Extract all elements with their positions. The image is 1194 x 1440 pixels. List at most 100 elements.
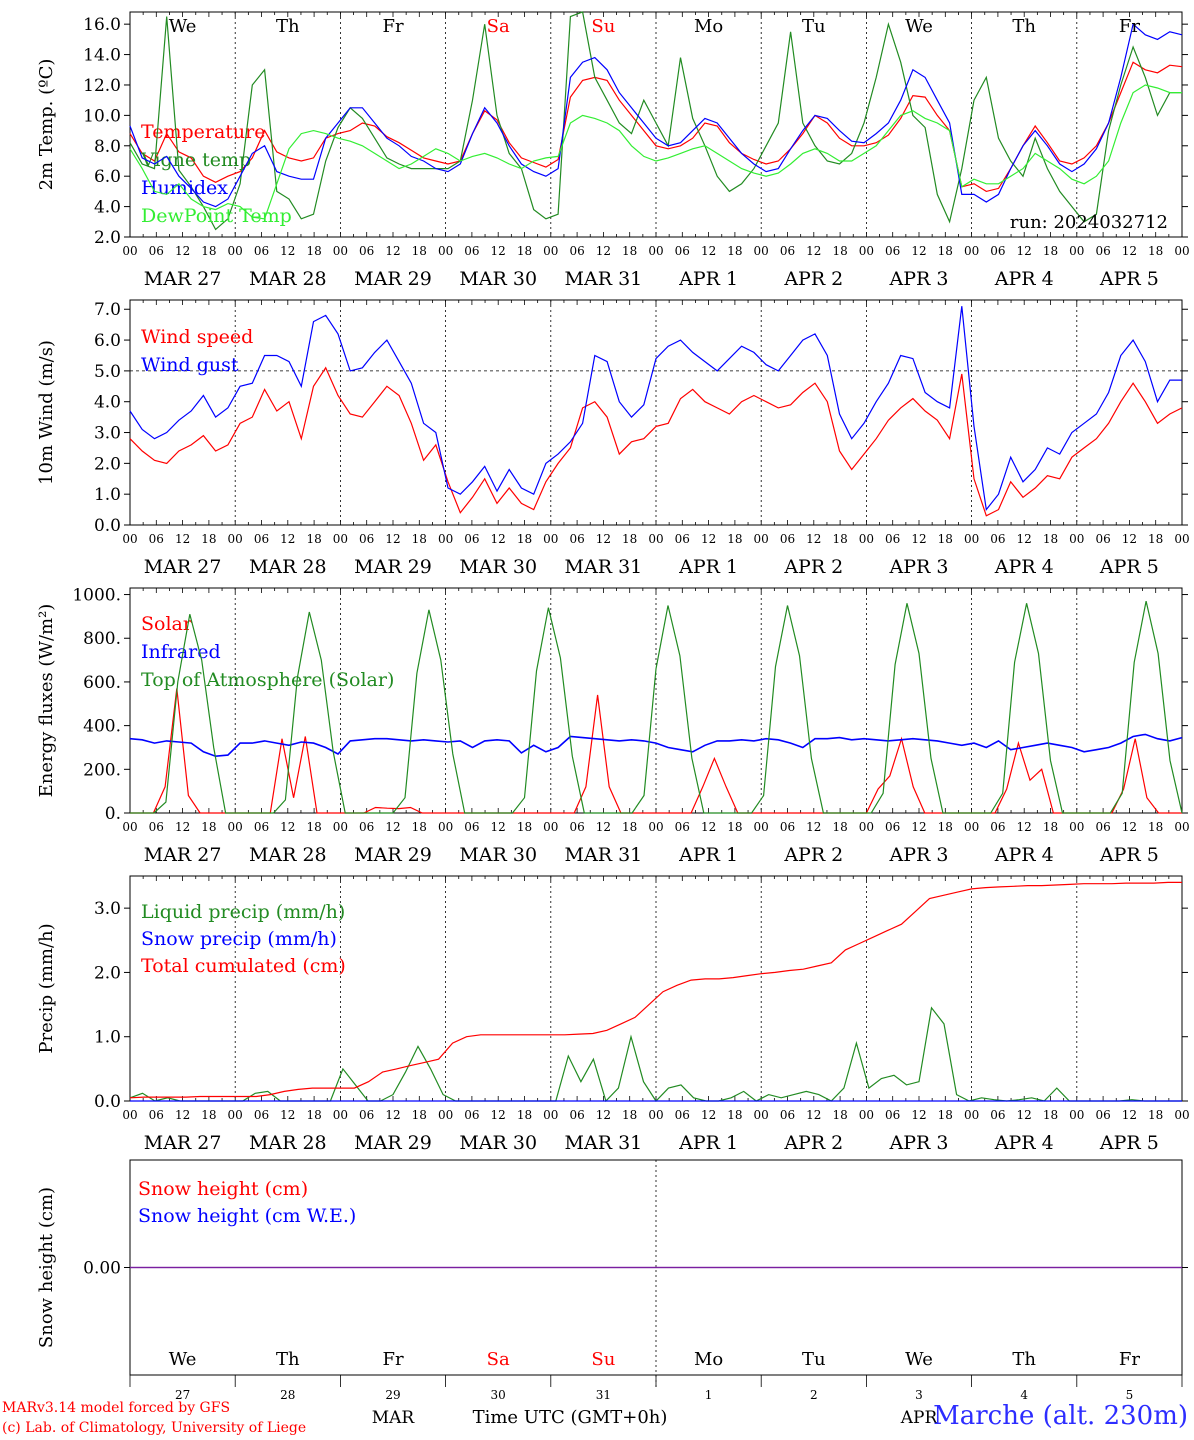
hour-label: 18 xyxy=(1148,532,1163,546)
date-label: MAR 30 xyxy=(459,1132,537,1154)
hour-label: 00 xyxy=(333,532,348,546)
hour-label: 18 xyxy=(622,820,637,834)
hour-label: 00 xyxy=(543,820,558,834)
hour-label: 00 xyxy=(333,1108,348,1122)
y-tick-label: 1.0 xyxy=(94,485,121,505)
legend-entry: Temperature xyxy=(141,121,265,143)
hour-label: 00 xyxy=(122,820,137,834)
hour-label: 12 xyxy=(385,820,400,834)
hour-label: 06 xyxy=(885,820,900,834)
hour-label: 00 xyxy=(543,244,558,258)
y-tick-label: 12.0 xyxy=(83,76,121,96)
hour-label: 12 xyxy=(1017,244,1032,258)
y-tick-label: 16.0 xyxy=(83,15,121,35)
hour-label: 06 xyxy=(149,532,164,546)
date-label: APR 2 xyxy=(783,844,843,866)
date-label: APR 2 xyxy=(783,268,843,290)
hour-label: 18 xyxy=(832,244,847,258)
hour-label: 12 xyxy=(1017,1108,1032,1122)
weekday-label: Tu xyxy=(802,1349,826,1370)
hour-label: 00 xyxy=(754,820,769,834)
day-number-label: 28 xyxy=(280,1388,295,1402)
hour-label: 00 xyxy=(648,532,663,546)
hour-label: 12 xyxy=(701,244,716,258)
date-label: APR 1 xyxy=(678,556,738,578)
hour-label: 12 xyxy=(701,532,716,546)
hour-label: 06 xyxy=(990,1108,1005,1122)
hour-label: 18 xyxy=(306,244,321,258)
time-axis-title: Time UTC (GMT+0h) xyxy=(473,1407,668,1428)
hour-label: 06 xyxy=(359,244,374,258)
legend-entry: Vigne temp xyxy=(140,149,251,171)
hour-label: 00 xyxy=(122,1108,137,1122)
date-label: MAR 27 xyxy=(144,844,222,866)
weekday-label: Fr xyxy=(1119,16,1140,37)
hour-label: 18 xyxy=(517,820,532,834)
date-label: APR 5 xyxy=(1099,556,1159,578)
weekday-label: Mo xyxy=(694,16,723,37)
hour-label: 00 xyxy=(228,244,243,258)
date-label: MAR 30 xyxy=(459,268,537,290)
hour-label: 18 xyxy=(306,1108,321,1122)
hour-label: 06 xyxy=(675,532,690,546)
hour-label: 18 xyxy=(412,532,427,546)
hour-label: 00 xyxy=(438,244,453,258)
date-label: APR 4 xyxy=(994,1132,1054,1154)
date-label: MAR 27 xyxy=(144,556,222,578)
date-label: MAR 28 xyxy=(249,556,327,578)
date-label: APR 3 xyxy=(889,268,949,290)
hour-label: 12 xyxy=(175,1108,190,1122)
hour-label: 00 xyxy=(859,1108,874,1122)
date-label: MAR 28 xyxy=(249,844,327,866)
legend-entry: Humidex xyxy=(141,177,228,199)
y-axis-label: 2m Temp. (ºC) xyxy=(36,59,57,191)
hour-label: 12 xyxy=(1017,820,1032,834)
hour-label: 06 xyxy=(254,820,269,834)
hour-label: 18 xyxy=(727,532,742,546)
legend-entry: Wind gust xyxy=(141,354,239,376)
hour-label: 06 xyxy=(1095,1108,1110,1122)
weekday-label: Fr xyxy=(382,1349,403,1370)
hour-label: 18 xyxy=(938,244,953,258)
hour-label: 06 xyxy=(780,244,795,258)
y-tick-label: 2.0 xyxy=(94,228,121,248)
hour-label: 18 xyxy=(1148,244,1163,258)
hour-label: 12 xyxy=(1122,1108,1137,1122)
series-line-solar xyxy=(130,688,1182,814)
hour-label: 12 xyxy=(911,532,926,546)
hour-label: 18 xyxy=(201,244,216,258)
legend-entry: Total cumulated (cm) xyxy=(141,955,346,977)
hour-label: 00 xyxy=(754,244,769,258)
hour-label: 12 xyxy=(1017,532,1032,546)
hour-label: 00 xyxy=(964,1108,979,1122)
series-line-humidex xyxy=(129,23,1183,208)
series-line-total-cumulated-cm- xyxy=(129,881,1182,1099)
y-tick-label: 6.0 xyxy=(94,331,121,351)
hour-label: 12 xyxy=(806,820,821,834)
hour-label: 18 xyxy=(938,532,953,546)
date-label: MAR 29 xyxy=(354,844,432,866)
weekday-label: Sa xyxy=(487,16,510,37)
hour-label: 18 xyxy=(938,1108,953,1122)
hour-label: 00 xyxy=(648,244,663,258)
hour-label: 18 xyxy=(517,244,532,258)
series-line-temperature xyxy=(129,61,1183,193)
weekday-label: We xyxy=(169,16,197,37)
hour-label: 18 xyxy=(412,244,427,258)
hour-label: 00 xyxy=(859,820,874,834)
y-tick-label: 8.0 xyxy=(94,137,121,157)
hour-label: 12 xyxy=(806,244,821,258)
hour-label: 06 xyxy=(675,244,690,258)
hour-label: 06 xyxy=(254,244,269,258)
hour-label: 06 xyxy=(780,820,795,834)
hour-label: 00 xyxy=(648,1108,663,1122)
run-label: run: 2024032712 xyxy=(1010,212,1168,233)
hour-label: 12 xyxy=(280,244,295,258)
hour-label: 18 xyxy=(1043,820,1058,834)
hour-label: 06 xyxy=(464,820,479,834)
weekday-label: We xyxy=(169,1349,197,1370)
y-tick-label: 1.0 xyxy=(94,1028,121,1048)
y-tick-label: 5.0 xyxy=(94,362,121,382)
lab-credit: (c) Lab. of Climatology, University of L… xyxy=(2,1420,307,1436)
